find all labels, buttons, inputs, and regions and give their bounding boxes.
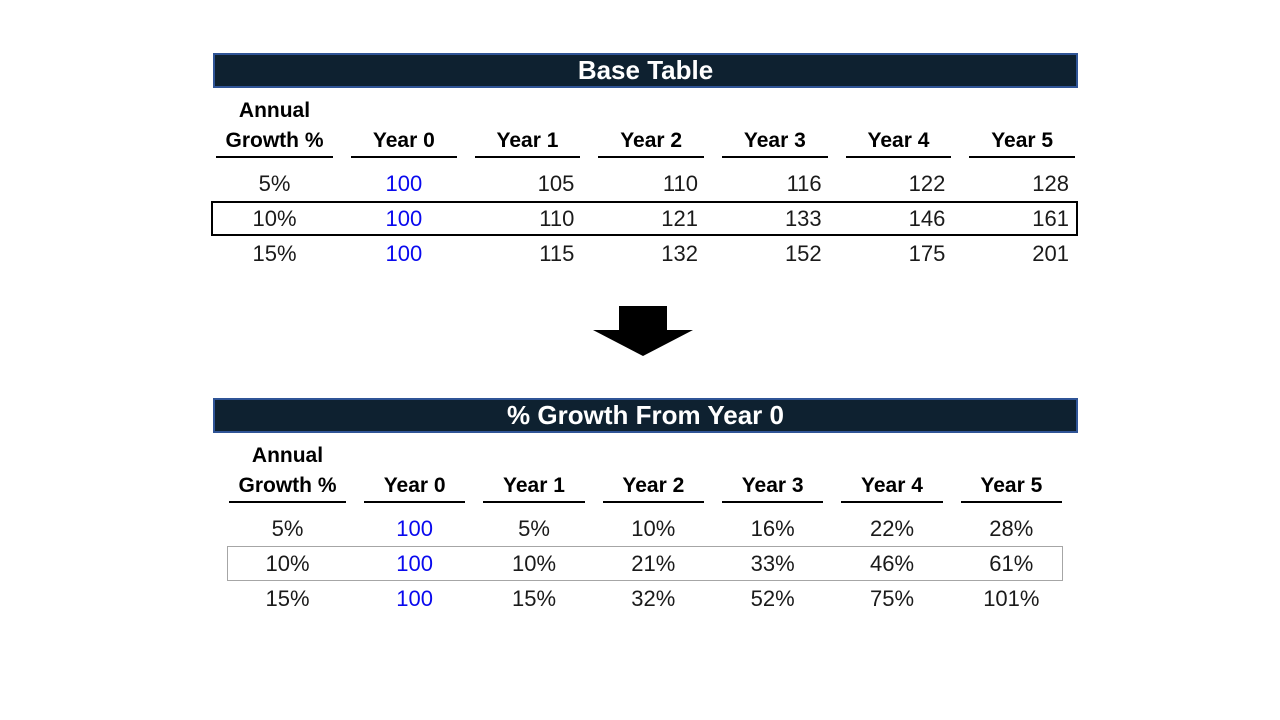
value-cell: 105 <box>537 170 575 196</box>
growth-rate-cell: 10% <box>252 205 297 231</box>
column-header-year3: Year 3 <box>722 441 824 503</box>
value-cell: 175 <box>908 240 946 266</box>
header-line-growth-pct: Growth % <box>225 129 324 152</box>
column-header-year3: Year 3 <box>721 96 828 158</box>
table-row-5pct: 5% 100 5% 10% 16% 22% 28% <box>213 511 1078 546</box>
growth-rate-cell: 5% <box>258 170 291 196</box>
growth-from-year0-table: % Growth From Year 0 Annual Growth % Yea… <box>213 398 1078 616</box>
column-header-year2: Year 2 <box>602 441 704 503</box>
column-header-year1: Year 1 <box>474 96 581 158</box>
value-cell: 146 <box>908 205 946 231</box>
value-cell: 15% <box>511 585 557 611</box>
value-cell: 152 <box>784 240 822 266</box>
column-header-year0: Year 0 <box>351 96 457 158</box>
year0-value-cell: 100 <box>385 170 423 196</box>
base-table: Base Table Annual Growth % Year 0 Year 1… <box>211 53 1078 271</box>
base-table-header-row: Annual Growth % Year 0 Year 1 Year 2 Yea… <box>213 96 1078 158</box>
base-table-title: Base Table <box>577 55 714 85</box>
down-arrow-icon <box>593 306 693 356</box>
value-cell: 161 <box>1032 205 1069 231</box>
growth-table-body: 5% 100 5% 10% 16% 22% 28% 10% 100 10% 21… <box>213 511 1078 616</box>
value-cell: 16% <box>750 515 795 541</box>
column-header-year2: Year 2 <box>598 96 704 158</box>
column-header-year4: Year 4 <box>841 441 943 503</box>
value-cell: 128 <box>1032 170 1069 196</box>
growth-rate-cell: 5% <box>271 515 304 541</box>
growth-rate-cell: 10% <box>265 550 310 576</box>
value-cell: 10% <box>511 550 557 576</box>
value-cell: 132 <box>661 240 698 266</box>
value-cell: 121 <box>661 205 698 231</box>
value-cell: 33% <box>750 550 795 576</box>
value-cell: 5% <box>518 515 550 541</box>
table-row-5pct: 5% 100 105 110 116 122 128 <box>213 166 1078 201</box>
growth-rate-cell: 15% <box>252 240 297 266</box>
growth-rate-cell: 15% <box>265 585 310 611</box>
header-line-annual: Annual <box>238 99 311 122</box>
year0-value-cell: 100 <box>385 240 423 266</box>
header-line-annual: Annual <box>251 444 324 467</box>
value-cell: 116 <box>786 170 822 196</box>
year0-value-cell: 100 <box>385 205 423 231</box>
value-cell: 122 <box>908 170 946 196</box>
value-cell: 101% <box>983 585 1040 611</box>
value-cell: 61% <box>989 550 1034 576</box>
base-table-body: 5% 100 105 110 116 122 128 10% 100 110 1… <box>211 166 1078 271</box>
value-cell: 32% <box>631 585 676 611</box>
value-cell: 110 <box>662 170 698 196</box>
value-cell: 133 <box>784 205 822 231</box>
column-header-annual-growth: Annual Growth % <box>229 441 346 503</box>
value-cell: 110 <box>539 205 575 231</box>
table-row-10pct-highlighted: 10% 100 10% 21% 33% 46% 61% <box>213 546 1078 581</box>
base-table-title-bar: Base Table <box>213 53 1078 88</box>
column-header-year1: Year 1 <box>483 441 585 503</box>
value-cell: 21% <box>631 550 676 576</box>
column-header-annual-growth: Annual Growth % <box>216 96 333 158</box>
year0-value-cell: 100 <box>396 515 434 541</box>
value-cell: 115 <box>539 240 575 266</box>
value-cell: 46% <box>869 550 915 576</box>
table-row-10pct-highlighted: 10% 100 110 121 133 146 161 <box>211 201 1078 236</box>
growth-table-title-bar: % Growth From Year 0 <box>213 398 1078 433</box>
value-cell: 75% <box>869 585 915 611</box>
value-cell: 201 <box>1032 240 1069 266</box>
table-row-15pct: 15% 100 15% 32% 52% 75% 101% <box>213 581 1078 616</box>
growth-table-title: % Growth From Year 0 <box>507 400 784 430</box>
growth-table-header-row: Annual Growth % Year 0 Year 1 Year 2 Yea… <box>213 441 1078 503</box>
column-header-year5: Year 5 <box>960 441 1062 503</box>
value-cell: 52% <box>750 585 795 611</box>
value-cell: 28% <box>989 515 1034 541</box>
column-header-year5: Year 5 <box>969 96 1075 158</box>
value-cell: 10% <box>631 515 676 541</box>
value-cell: 22% <box>869 515 915 541</box>
column-header-year0: Year 0 <box>364 441 466 503</box>
header-line-growth-pct: Growth % <box>238 474 337 497</box>
table-row-15pct: 15% 100 115 132 152 175 201 <box>213 236 1078 271</box>
year0-value-cell: 100 <box>396 550 434 576</box>
year0-value-cell: 100 <box>396 585 434 611</box>
column-header-year4: Year 4 <box>845 96 952 158</box>
